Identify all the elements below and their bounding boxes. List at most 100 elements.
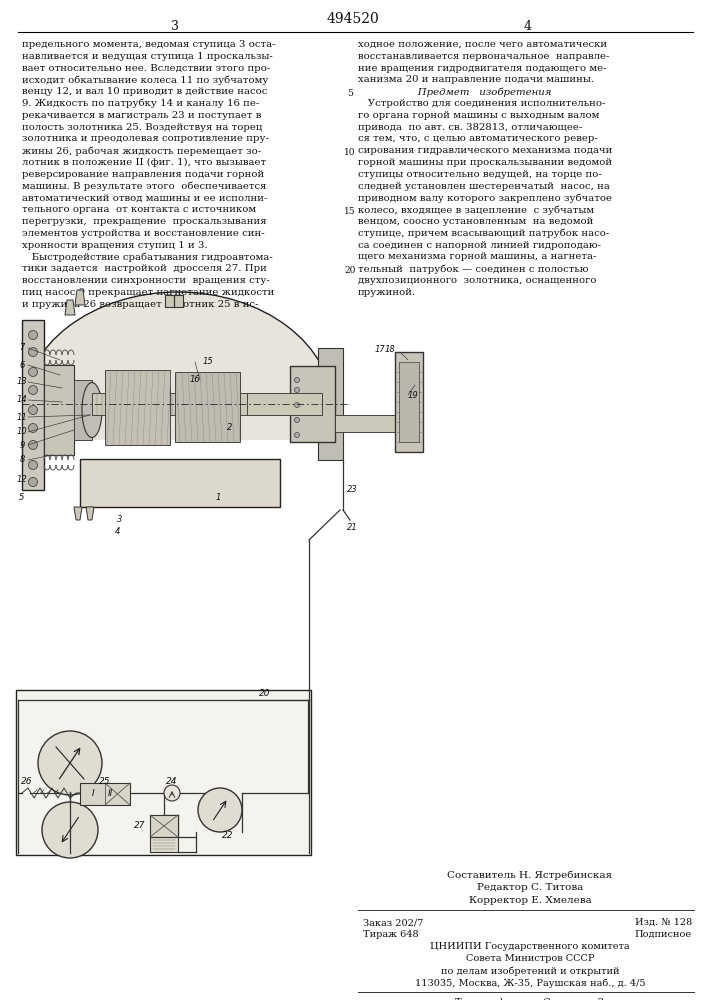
Text: 5: 5 bbox=[19, 493, 25, 502]
Polygon shape bbox=[86, 507, 94, 520]
Text: 18: 18 bbox=[385, 346, 395, 355]
Text: ханизма 20 и направление подачи машины.: ханизма 20 и направление подачи машины. bbox=[358, 75, 594, 84]
Text: венцу 12, и вал 10 приводит в действие насос: венцу 12, и вал 10 приводит в действие н… bbox=[22, 87, 267, 96]
Bar bbox=[318, 348, 343, 460]
Text: пиц насос 9 прекращает нагнетание жидкости: пиц насос 9 прекращает нагнетание жидкос… bbox=[22, 288, 274, 297]
Text: 2: 2 bbox=[228, 424, 233, 432]
Text: сирования гидравлического механизма подачи: сирования гидравлического механизма пода… bbox=[358, 146, 612, 155]
Text: 8: 8 bbox=[19, 456, 25, 464]
Text: хронности вращения ступиц 1 и 3.: хронности вращения ступиц 1 и 3. bbox=[22, 241, 208, 250]
Circle shape bbox=[295, 387, 300, 392]
Text: 113035, Москва, Ж-35, Раушская наб., д. 4/5: 113035, Москва, Ж-35, Раушская наб., д. … bbox=[415, 978, 645, 988]
Text: щего механизма горной машины, а нагнета-: щего механизма горной машины, а нагнета- bbox=[358, 252, 597, 261]
Text: двухпозиционного  золотника, оснащенного: двухпозиционного золотника, оснащенного bbox=[358, 276, 597, 285]
Text: I: I bbox=[92, 788, 94, 798]
Polygon shape bbox=[74, 507, 82, 520]
Text: тики задается  настройкой  дросселя 27. При: тики задается настройкой дросселя 27. Пр… bbox=[22, 264, 267, 273]
Bar bbox=[16, 690, 311, 855]
Text: Подписное: Подписное bbox=[635, 930, 692, 939]
Text: рекачивается в магистраль 23 и поступает в: рекачивается в магистраль 23 и поступает… bbox=[22, 111, 262, 120]
Bar bbox=[22, 320, 44, 490]
Text: 7: 7 bbox=[19, 344, 25, 353]
Bar bbox=[44, 365, 74, 455]
Text: и пружина 26 возвращает золотник 25 в ис-: и пружина 26 возвращает золотник 25 в ис… bbox=[22, 300, 258, 309]
Text: перегрузки,  прекращение  проскальзывания: перегрузки, прекращение проскальзывания bbox=[22, 217, 267, 226]
Circle shape bbox=[28, 330, 37, 340]
Bar bbox=[247, 393, 322, 415]
Bar bbox=[335, 415, 405, 432]
Circle shape bbox=[28, 406, 37, 414]
Ellipse shape bbox=[23, 292, 333, 528]
Text: Изд. № 128: Изд. № 128 bbox=[635, 918, 692, 927]
Text: предельного момента, ведомая ступица 3 оста-: предельного момента, ведомая ступица 3 о… bbox=[22, 40, 276, 49]
Text: 20: 20 bbox=[259, 688, 271, 698]
Circle shape bbox=[38, 731, 102, 795]
Text: 16: 16 bbox=[189, 375, 200, 384]
Text: 9. Жидкость по патрубку 14 и каналу 16 пе-: 9. Жидкость по патрубку 14 и каналу 16 п… bbox=[22, 99, 259, 108]
Circle shape bbox=[28, 460, 37, 470]
Text: пружиной.: пружиной. bbox=[358, 288, 416, 297]
Text: II: II bbox=[107, 788, 112, 798]
Text: 6: 6 bbox=[19, 360, 25, 369]
Text: 21: 21 bbox=[346, 524, 357, 532]
Text: 5: 5 bbox=[347, 89, 353, 98]
Text: Устройство для соединения исполнительно-: Устройство для соединения исполнительно- bbox=[358, 99, 605, 108]
Bar bbox=[150, 837, 178, 852]
Text: по делам изобретений и открытий: по делам изобретений и открытий bbox=[440, 966, 619, 976]
Text: тельного органа  от контакта с источником: тельного органа от контакта с источником bbox=[22, 205, 256, 214]
Bar bbox=[395, 352, 423, 452]
Circle shape bbox=[164, 785, 180, 801]
Text: 22: 22 bbox=[222, 830, 234, 840]
Text: следней установлен шестеренчатый  насос, на: следней установлен шестеренчатый насос, … bbox=[358, 182, 610, 191]
Text: реверсирование направления подачи горной: реверсирование направления подачи горной bbox=[22, 170, 264, 179]
Text: 494520: 494520 bbox=[327, 12, 380, 26]
Text: вает относительно нее. Вследствии этого про-: вает относительно нее. Вследствии этого … bbox=[22, 64, 270, 73]
Text: 26: 26 bbox=[21, 776, 33, 786]
Text: са соединен с напорной линией гидроподаю-: са соединен с напорной линией гидроподаю… bbox=[358, 241, 601, 250]
Text: автоматический отвод машины и ее исполни-: автоматический отвод машины и ее исполни… bbox=[22, 193, 267, 202]
Bar bbox=[80, 459, 280, 507]
Text: приводном валу которого закреплено зубчатое: приводном валу которого закреплено зубча… bbox=[358, 193, 612, 203]
Text: Заказ 202/7: Заказ 202/7 bbox=[363, 918, 423, 927]
Bar bbox=[175, 372, 240, 442]
Text: ступицы относительно ведущей, на торце по-: ступицы относительно ведущей, на торце п… bbox=[358, 170, 602, 179]
Text: 10: 10 bbox=[17, 428, 28, 436]
Circle shape bbox=[295, 418, 300, 422]
Text: 4: 4 bbox=[115, 528, 121, 536]
Text: 20: 20 bbox=[344, 266, 356, 275]
Circle shape bbox=[28, 440, 37, 450]
Circle shape bbox=[28, 424, 37, 432]
Text: 11: 11 bbox=[17, 412, 28, 422]
Text: Типография, пр. Салунова, 2: Типография, пр. Салунова, 2 bbox=[455, 998, 604, 1000]
Bar bbox=[13, 440, 353, 540]
Text: 12: 12 bbox=[17, 476, 28, 485]
Text: лотник в положение II (фиг. 1), что вызывает: лотник в положение II (фиг. 1), что вызы… bbox=[22, 158, 266, 167]
Text: полость золотника 25. Воздействуя на торец: полость золотника 25. Воздействуя на тор… bbox=[22, 123, 262, 132]
Text: 25: 25 bbox=[99, 776, 111, 786]
Text: золотника и преодолевая сопротивление пру-: золотника и преодолевая сопротивление пр… bbox=[22, 134, 269, 143]
Text: восстановлении синхронности  вращения сту-: восстановлении синхронности вращения сту… bbox=[22, 276, 270, 285]
Text: 13: 13 bbox=[17, 377, 28, 386]
Text: Корректор Е. Хмелева: Корректор Е. Хмелева bbox=[469, 896, 591, 905]
Bar bbox=[290, 366, 335, 442]
Text: исходит обкатывание колеса 11 по зубчатому: исходит обкатывание колеса 11 по зубчато… bbox=[22, 75, 269, 85]
Text: 14: 14 bbox=[17, 395, 28, 404]
Circle shape bbox=[295, 377, 300, 382]
Text: венцом, соосно установленным  на ведомой: венцом, соосно установленным на ведомой bbox=[358, 217, 593, 226]
Polygon shape bbox=[65, 300, 75, 315]
Polygon shape bbox=[75, 290, 85, 305]
Circle shape bbox=[295, 402, 300, 408]
Bar bbox=[150, 815, 178, 837]
Circle shape bbox=[28, 367, 37, 376]
Bar bbox=[74, 380, 92, 440]
Text: ступице, причем всасывающий патрубок насо-: ступице, причем всасывающий патрубок нас… bbox=[358, 229, 609, 238]
Text: колесо, входящее в зацепление  с зубчатым: колесо, входящее в зацепление с зубчатым bbox=[358, 205, 594, 215]
Text: навливается и ведущая ступица 1 проскальзы-: навливается и ведущая ступица 1 проскаль… bbox=[22, 52, 273, 61]
Text: 19: 19 bbox=[408, 390, 419, 399]
Bar bbox=[165, 295, 183, 307]
Text: го органа горной машины с выходным валом: го органа горной машины с выходным валом bbox=[358, 111, 600, 120]
Text: 23: 23 bbox=[346, 486, 357, 494]
Text: ние вращения гидродвигателя подающего ме-: ние вращения гидродвигателя подающего ме… bbox=[358, 64, 607, 73]
Text: 24: 24 bbox=[166, 776, 177, 786]
Text: 15: 15 bbox=[203, 358, 214, 366]
